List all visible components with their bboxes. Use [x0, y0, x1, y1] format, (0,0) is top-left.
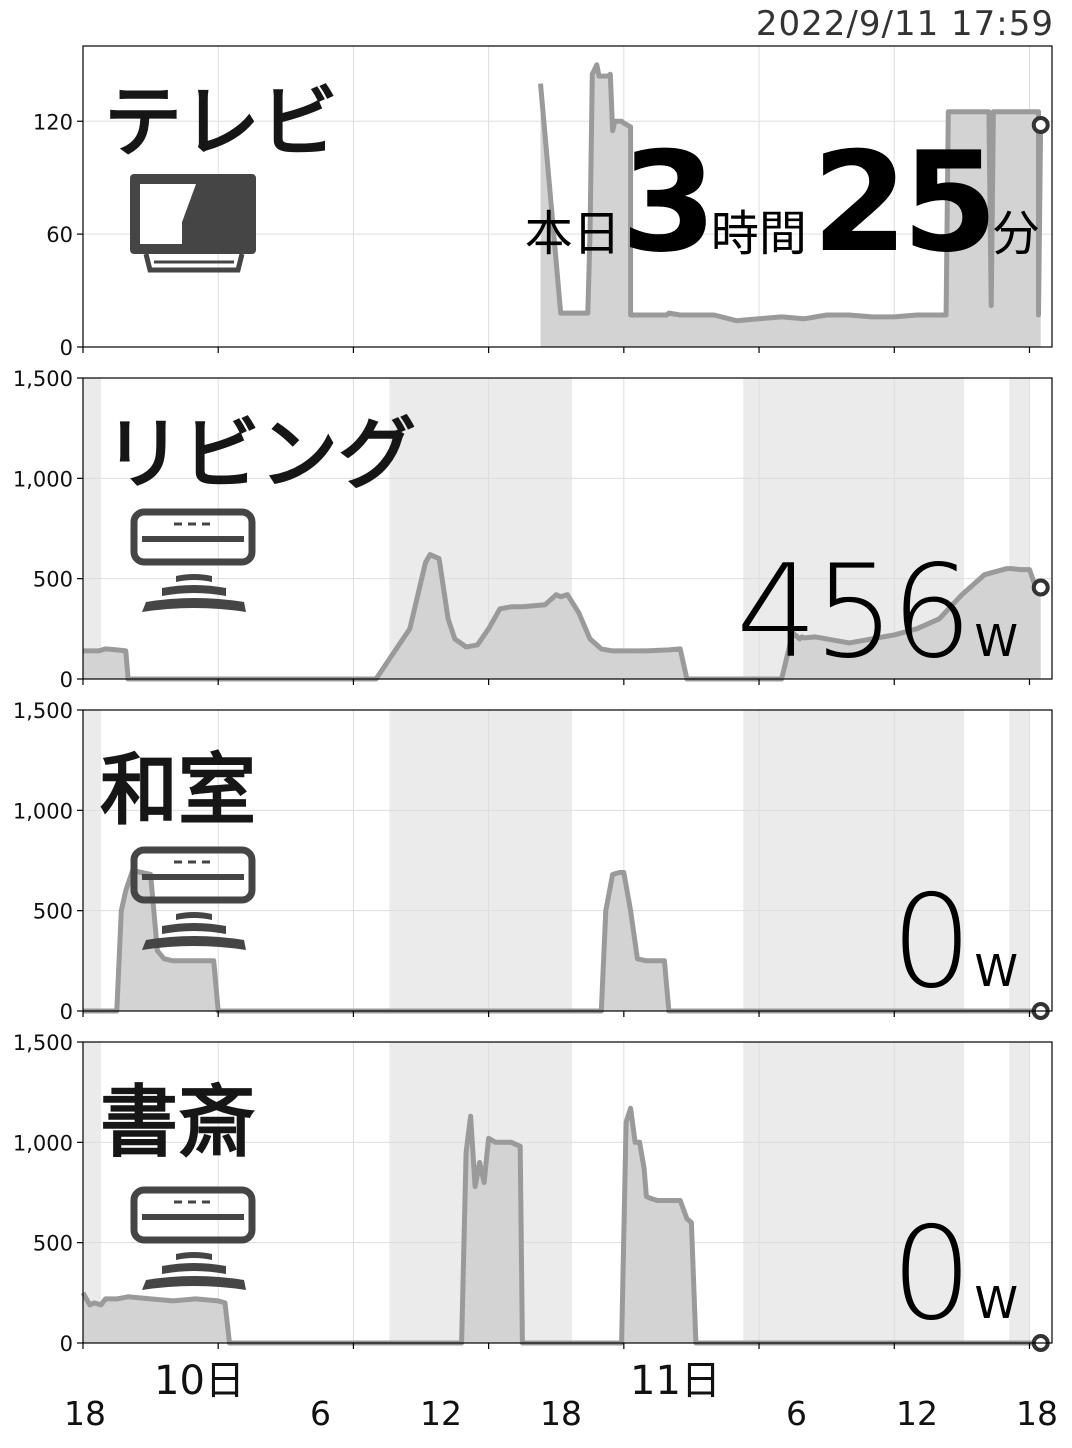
y-tick-label: 1,000 — [13, 799, 73, 823]
summary-prefix: 本日 — [524, 206, 621, 262]
hour-tick-label: 18 — [1016, 1394, 1058, 1433]
shaded-range — [83, 378, 102, 679]
y-tick-label: 1,000 — [13, 467, 73, 491]
panel-title-washitsu: 和室 — [100, 746, 257, 836]
current-value-dot — [1031, 578, 1050, 597]
hour-tick-label: 18 — [64, 1394, 106, 1433]
axes-frame — [82, 377, 1053, 680]
power-unit: W — [974, 616, 1018, 667]
shaded-range — [743, 710, 965, 1011]
shaded-range — [83, 1042, 102, 1343]
power-value: 456 — [736, 538, 972, 687]
current-value-dot — [1031, 116, 1050, 135]
panel-title-living: リビング — [104, 410, 417, 500]
hour-tick-label: 18 — [540, 1394, 582, 1433]
y-tick-label: 500 — [33, 900, 73, 924]
y-tick-label: 60 — [46, 223, 73, 247]
day-label-11: 11日 — [630, 1358, 721, 1404]
shaded-range — [1009, 1042, 1030, 1343]
axes-frame — [82, 1041, 1053, 1344]
series-line — [83, 552, 1042, 682]
air-conditioner-icon — [130, 508, 256, 612]
hour-tick-label: 6 — [310, 1394, 331, 1433]
day-label-10: 10日 — [154, 1358, 245, 1404]
shaded-range — [389, 710, 573, 1011]
air-conditioner-icon — [130, 1186, 256, 1290]
summary-minutes-unit: 分 — [991, 206, 1040, 262]
hour-tick-label: 12 — [896, 1394, 938, 1433]
y-tick-label: 120 — [33, 110, 73, 134]
hour-tick-label: 6 — [786, 1394, 807, 1433]
y-tick-label: 500 — [33, 568, 73, 592]
air-conditioner-icon — [130, 846, 256, 950]
y-tick-label: 0 — [60, 336, 73, 360]
panel-title-tv: テレビ — [104, 78, 339, 168]
power-value: 0 — [891, 868, 972, 1017]
series-line — [80, 1105, 1041, 1346]
tv-usage-summary: 本日3時間 25分 — [525, 122, 1040, 283]
timestamp: 2022/9/11 17:59 — [755, 4, 1054, 44]
summary-hours-unit: 時間 — [710, 206, 807, 262]
power-unit: W — [974, 1278, 1018, 1329]
axes-frame — [82, 45, 1053, 348]
power-unit: W — [974, 946, 1018, 997]
series-area — [83, 1108, 1041, 1343]
tv-icon — [130, 174, 256, 273]
summary-minutes: 25 — [811, 122, 998, 283]
series-line — [538, 62, 1044, 324]
y-tick-label: 0 — [60, 1332, 73, 1356]
hour-tick-label: 12 — [420, 1394, 462, 1433]
power-readout-living: 456 W — [736, 538, 1018, 687]
y-tick-label: 0 — [60, 1000, 73, 1024]
axes-frame — [82, 709, 1053, 1012]
series-area — [540, 64, 1041, 348]
shaded-range — [1009, 710, 1030, 1011]
panel-title-study: 書斎 — [100, 1078, 257, 1168]
y-tick-label: 0 — [60, 668, 73, 692]
y-tick-label: 1,000 — [13, 1131, 73, 1155]
y-tick-label: 1,500 — [13, 367, 73, 391]
series-area — [83, 554, 1041, 679]
power-value: 0 — [891, 1200, 972, 1349]
series-area — [83, 870, 1041, 1011]
y-tick-label: 1,500 — [13, 699, 73, 723]
shaded-range — [83, 710, 102, 1011]
summary-hours: 3 — [620, 122, 717, 283]
shaded-range — [743, 1042, 965, 1343]
y-tick-label: 1,500 — [13, 1031, 73, 1055]
y-tick-label: 500 — [33, 1232, 73, 1256]
